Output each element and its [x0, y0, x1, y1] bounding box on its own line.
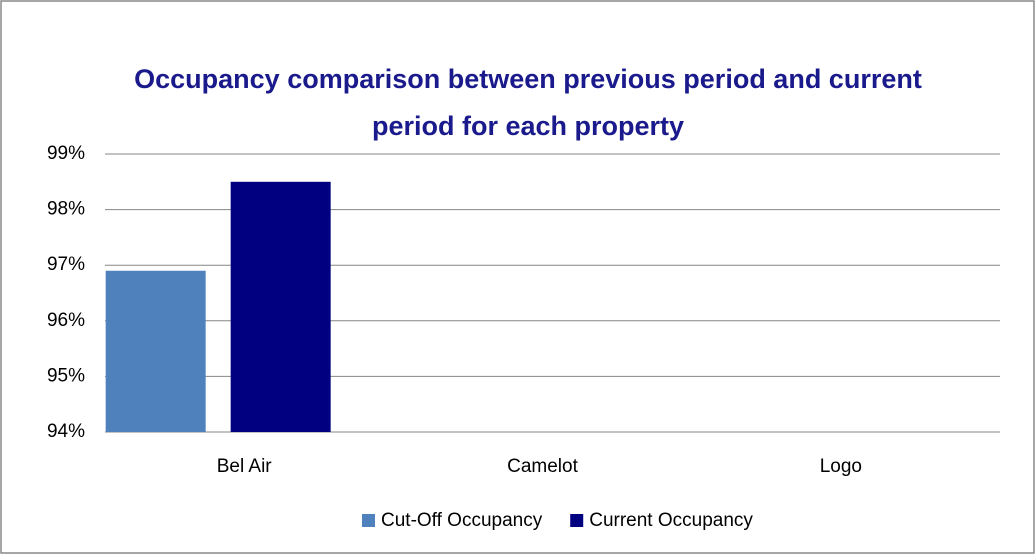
y-tick-label: 98%	[47, 199, 85, 220]
y-tick-label: 94%	[47, 421, 85, 442]
y-tick-label: 97%	[47, 254, 85, 275]
x-tick-label: Bel Air	[217, 456, 273, 477]
x-tick-label: Logo	[820, 456, 862, 477]
y-tick-label: 96%	[47, 310, 85, 331]
legend-label: Cut-Off Occupancy	[381, 510, 543, 531]
y-tick-label: 95%	[47, 365, 85, 386]
chart-title: Occupancy comparison between previous pe…	[134, 64, 922, 141]
x-tick-label: Camelot	[507, 456, 578, 477]
legend-label: Current Occupancy	[589, 510, 753, 531]
bar	[105, 270, 206, 432]
bar	[230, 181, 331, 432]
legend-swatch	[570, 514, 584, 527]
legend-swatch	[362, 514, 375, 527]
y-tick-label: 99%	[47, 143, 85, 164]
